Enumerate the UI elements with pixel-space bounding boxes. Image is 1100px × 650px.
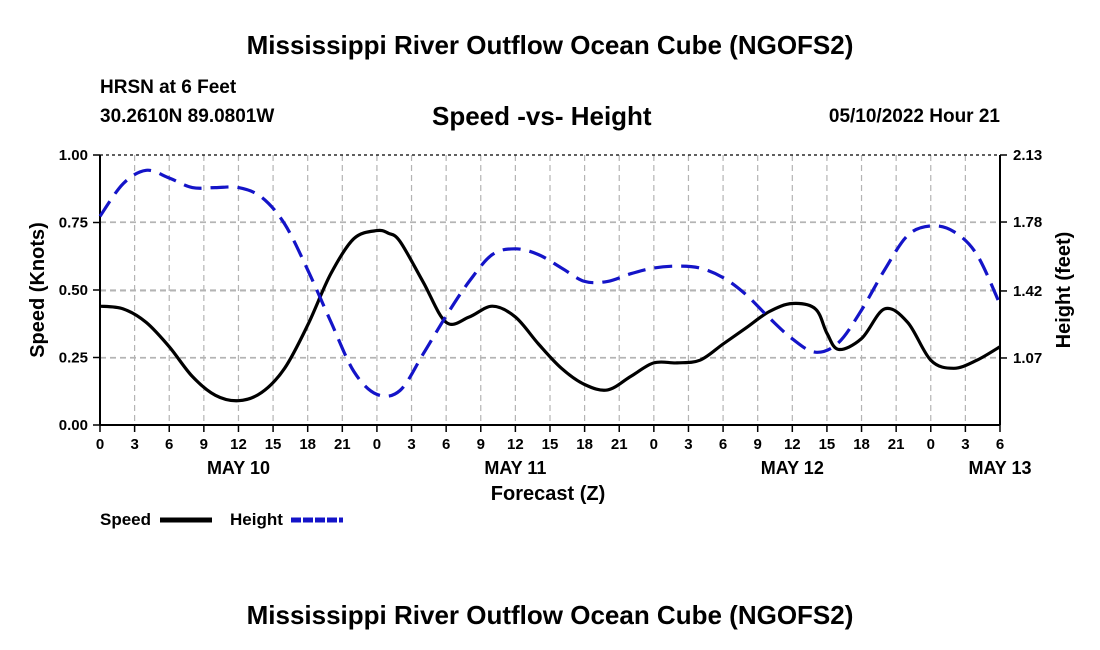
y-axis-title: Speed (Knots) [27,222,49,358]
x-tick-label: 12 [784,436,801,453]
x-tick-label: 18 [576,436,593,453]
forecast-datetime: 05/10/2022 Hour 21 [828,106,1000,127]
y2-tick-label: 2.13 [1013,147,1042,164]
station-label: HRSN at 6 Feet [100,77,237,98]
x-axis-title: Forecast (Z) [491,483,605,505]
x-tick-label: 9 [200,436,208,453]
legend-label-speed: Speed [100,510,151,529]
x-tick-label: 6 [996,436,1004,453]
x-tick-label: 18 [299,436,316,453]
footer-title: Mississippi River Outflow Ocean Cube (NG… [246,600,854,630]
y2-tick-label: 1.78 [1013,214,1042,231]
y2-tick-label: 1.42 [1013,283,1042,300]
chart-title: Mississippi River Outflow Ocean Cube (NG… [246,30,854,60]
x-tick-label: 15 [819,436,836,453]
day-label: MAY 12 [761,458,824,478]
x-tick-label: 0 [927,436,935,453]
y-tick-label: 0.50 [59,282,88,299]
x-tick-label: 3 [407,436,415,453]
height-series-line [98,168,1002,398]
day-label: MAY 13 [968,458,1031,478]
x-tick-label: 3 [684,436,692,453]
x-tick-label: 15 [265,436,282,453]
y-tick-label: 1.00 [59,147,88,164]
day-label: MAY 11 [484,458,546,478]
x-tick-label: 3 [130,436,138,453]
x-tick-label: 6 [165,436,173,453]
x-tick-label: 6 [442,436,450,453]
x-tick-label: 6 [719,436,727,453]
y-tick-label: 0.25 [59,350,88,367]
x-tick-label: 0 [373,436,381,453]
x-tick-label: 9 [754,436,762,453]
x-tick-label: 21 [888,436,905,453]
y-tick-label: 0.75 [59,215,88,232]
x-tick-label: 9 [477,436,485,453]
chart-subtitle: Speed -vs- Height [432,101,652,131]
y2-axis-title: Height (feet) [1053,232,1075,349]
legend-label-height: Height [230,510,283,529]
x-tick-label: 12 [507,436,524,453]
x-tick-label: 15 [542,436,559,453]
y2-tick-label: 1.07 [1013,350,1042,367]
y-tick-label: 0.00 [59,417,88,434]
x-tick-label: 0 [650,436,658,453]
x-tick-label: 18 [853,436,870,453]
day-label: MAY 10 [207,458,270,478]
x-tick-label: 0 [96,436,104,453]
x-tick-label: 21 [611,436,628,453]
speed-series-line [99,228,1001,403]
x-tick-label: 3 [961,436,969,453]
x-tick-label: 21 [334,436,351,453]
x-tick-label: 12 [230,436,247,453]
coordinates-label: 30.2610N 89.0801W [100,106,275,127]
